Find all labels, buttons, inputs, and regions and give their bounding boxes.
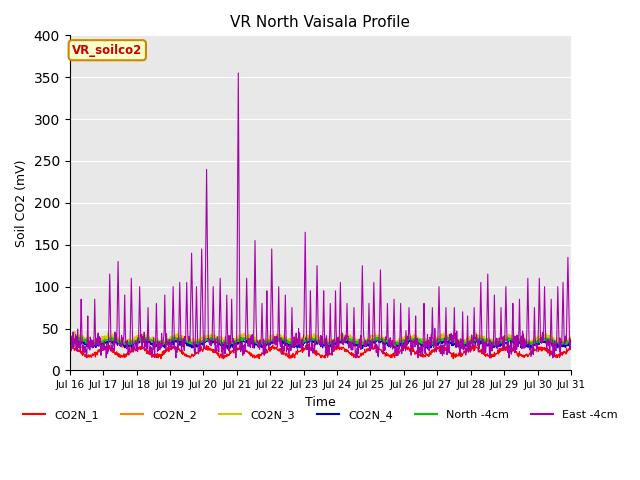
- East -4cm: [464, 331, 472, 337]
- CO2N_3: [71, 328, 79, 334]
- East -4cm: [399, 346, 406, 351]
- CO2N_2: [398, 339, 406, 345]
- Line: East -4cm: East -4cm: [70, 73, 571, 358]
- North -4cm: [508, 337, 516, 343]
- North -4cm: [178, 336, 186, 342]
- CO2N_3: [567, 336, 575, 341]
- CO2N_1: [398, 347, 406, 352]
- East -4cm: [234, 189, 241, 195]
- North -4cm: [126, 342, 134, 348]
- CO2N_1: [139, 341, 147, 347]
- Title: VR North Vaisala Profile: VR North Vaisala Profile: [230, 15, 410, 30]
- CO2N_2: [66, 336, 74, 342]
- North -4cm: [398, 340, 406, 346]
- Line: CO2N_3: CO2N_3: [70, 331, 571, 345]
- North -4cm: [567, 339, 575, 345]
- CO2N_4: [234, 341, 241, 347]
- CO2N_4: [177, 338, 185, 344]
- CO2N_4: [226, 347, 234, 352]
- CO2N_4: [165, 341, 173, 347]
- CO2N_2: [165, 336, 173, 342]
- Y-axis label: Soil CO2 (mV): Soil CO2 (mV): [15, 159, 28, 247]
- Line: CO2N_4: CO2N_4: [70, 338, 571, 349]
- East -4cm: [178, 348, 186, 354]
- Text: VR_soilco2: VR_soilco2: [72, 44, 143, 57]
- East -4cm: [508, 334, 516, 340]
- CO2N_4: [464, 342, 472, 348]
- North -4cm: [66, 338, 74, 344]
- CO2N_1: [66, 345, 74, 351]
- CO2N_1: [234, 348, 241, 353]
- Line: CO2N_2: CO2N_2: [70, 334, 571, 348]
- CO2N_2: [234, 336, 241, 341]
- CO2N_2: [177, 335, 185, 340]
- CO2N_4: [508, 339, 516, 345]
- CO2N_3: [525, 342, 532, 348]
- CO2N_1: [508, 345, 516, 351]
- CO2N_1: [178, 348, 186, 354]
- CO2N_4: [341, 335, 349, 341]
- North -4cm: [166, 338, 173, 344]
- CO2N_3: [178, 334, 186, 339]
- East -4cm: [234, 70, 242, 76]
- Legend: CO2N_1, CO2N_2, CO2N_3, CO2N_4, North -4cm, East -4cm: CO2N_1, CO2N_2, CO2N_3, CO2N_4, North -4…: [19, 406, 622, 425]
- North -4cm: [464, 339, 472, 345]
- CO2N_1: [464, 347, 472, 353]
- CO2N_3: [508, 333, 516, 339]
- CO2N_4: [399, 340, 406, 346]
- North -4cm: [406, 334, 414, 339]
- CO2N_1: [449, 356, 457, 361]
- East -4cm: [66, 342, 74, 348]
- CO2N_2: [567, 337, 575, 343]
- CO2N_1: [567, 345, 575, 350]
- East -4cm: [166, 336, 173, 342]
- North -4cm: [234, 336, 241, 342]
- East -4cm: [567, 345, 575, 351]
- CO2N_3: [398, 337, 406, 343]
- CO2N_4: [567, 339, 575, 345]
- CO2N_2: [454, 345, 462, 350]
- Line: CO2N_1: CO2N_1: [70, 344, 571, 359]
- CO2N_4: [66, 340, 74, 346]
- East -4cm: [102, 355, 110, 361]
- CO2N_2: [437, 331, 445, 337]
- CO2N_3: [234, 337, 241, 343]
- CO2N_2: [464, 337, 472, 343]
- CO2N_3: [66, 338, 74, 344]
- Line: North -4cm: North -4cm: [70, 336, 571, 345]
- CO2N_2: [508, 336, 516, 342]
- CO2N_3: [464, 339, 472, 345]
- CO2N_1: [166, 346, 173, 352]
- CO2N_3: [166, 336, 173, 342]
- X-axis label: Time: Time: [305, 396, 336, 408]
